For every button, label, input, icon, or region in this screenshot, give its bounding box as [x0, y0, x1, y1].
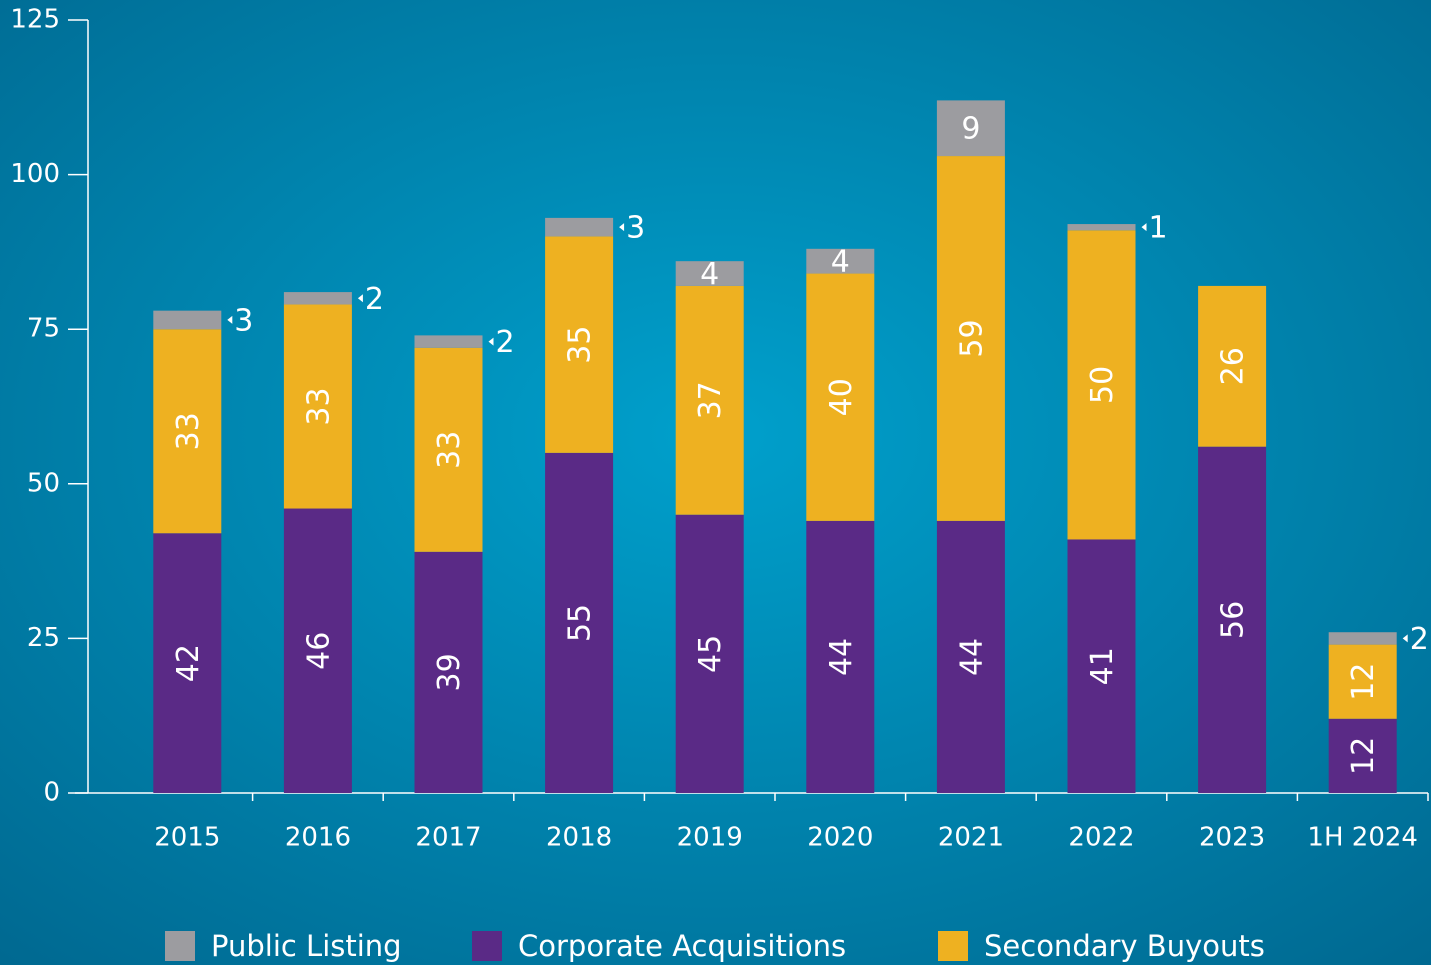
data-label: 56 [1216, 601, 1251, 639]
x-tick-label: 2018 [546, 823, 612, 853]
bar-segment [1067, 539, 1136, 793]
x-tick-label: 2020 [807, 823, 873, 853]
bar-segment [545, 217, 614, 237]
bar-segment [1067, 224, 1136, 231]
data-label: 9 [961, 112, 980, 147]
data-label: 33 [432, 431, 467, 469]
bar-segment [153, 310, 222, 330]
data-label: 1 [1149, 211, 1168, 246]
x-tick-label: 2015 [154, 823, 220, 853]
data-label: 33 [171, 412, 206, 450]
bar-segment [414, 335, 483, 348]
label-pointer [227, 315, 233, 324]
data-label: 33 [301, 387, 336, 425]
data-label: 41 [1085, 647, 1120, 685]
bar-segment [414, 551, 483, 793]
data-label: 3 [626, 211, 645, 246]
data-label: 40 [824, 378, 859, 416]
bar-segment [936, 156, 1005, 521]
bar-segment [414, 347, 483, 552]
x-tick-label: 2019 [677, 823, 743, 853]
bar-segment [1328, 718, 1397, 793]
data-label: 4 [700, 257, 719, 292]
bar-segment [806, 248, 875, 274]
data-label: 37 [693, 381, 728, 419]
data-label: 12 [1346, 737, 1381, 775]
data-label: 3 [234, 303, 253, 338]
x-tick-label: 2022 [1068, 823, 1134, 853]
data-label: 42 [171, 644, 206, 682]
y-tick-label: 25 [27, 623, 60, 653]
y-tick-label: 50 [27, 468, 60, 498]
data-label: 59 [954, 319, 989, 357]
bar-segment [675, 285, 744, 515]
bar-segment [283, 292, 352, 305]
data-label: 2 [365, 282, 384, 317]
bar-segment [806, 273, 875, 521]
data-label: 50 [1085, 366, 1120, 404]
data-label: 12 [1346, 663, 1381, 701]
bar-segment [806, 520, 875, 793]
x-tick-label: 2017 [415, 823, 481, 853]
label-pointer [488, 337, 494, 346]
bar-segment [283, 304, 352, 509]
y-tick-label: 125 [10, 5, 60, 35]
legend-label: Corporate Acquisitions [518, 929, 846, 963]
x-tick-label: 1H 2024 [1307, 823, 1418, 853]
legend-label: Secondary Buyouts [984, 929, 1265, 963]
bar-segment [936, 100, 1005, 157]
bar-segment [1328, 632, 1397, 645]
x-tick-label: 2023 [1199, 823, 1265, 853]
data-label: 4 [831, 245, 850, 280]
data-label: 46 [301, 632, 336, 670]
bar-segment [936, 520, 1005, 793]
legend-label: Public Listing [211, 929, 402, 963]
legend-swatch [165, 931, 195, 961]
bar-segment [1067, 230, 1136, 540]
label-pointer [357, 294, 363, 303]
bar-segment [545, 236, 614, 453]
legend-swatch [472, 931, 502, 961]
data-label: 45 [693, 635, 728, 673]
data-label: 2 [496, 325, 515, 360]
bar-segment [283, 508, 352, 793]
y-tick-label: 75 [27, 314, 60, 344]
bar-segment [153, 329, 222, 534]
legend-swatch [938, 931, 968, 961]
label-pointer [1141, 223, 1147, 232]
x-tick-label: 2021 [938, 823, 1004, 853]
data-label: 39 [432, 653, 467, 691]
label-pointer [1402, 634, 1408, 643]
y-tick-label: 0 [43, 778, 60, 808]
x-tick-label: 2016 [285, 823, 351, 853]
bar-segment [1198, 285, 1267, 447]
bar-segment [675, 261, 744, 286]
data-label: 26 [1216, 347, 1251, 385]
y-tick-label: 100 [10, 159, 60, 189]
data-label: 2 [1410, 622, 1429, 657]
label-pointer [619, 223, 625, 232]
bar-segment [545, 452, 614, 793]
bar-segment [1328, 644, 1397, 719]
bar-segment [675, 514, 744, 793]
bar-segment [153, 533, 222, 793]
bar-segment [1198, 446, 1267, 793]
data-label: 44 [954, 638, 989, 676]
data-label: 44 [824, 638, 859, 676]
data-label: 55 [563, 604, 598, 642]
data-label: 35 [563, 326, 598, 364]
